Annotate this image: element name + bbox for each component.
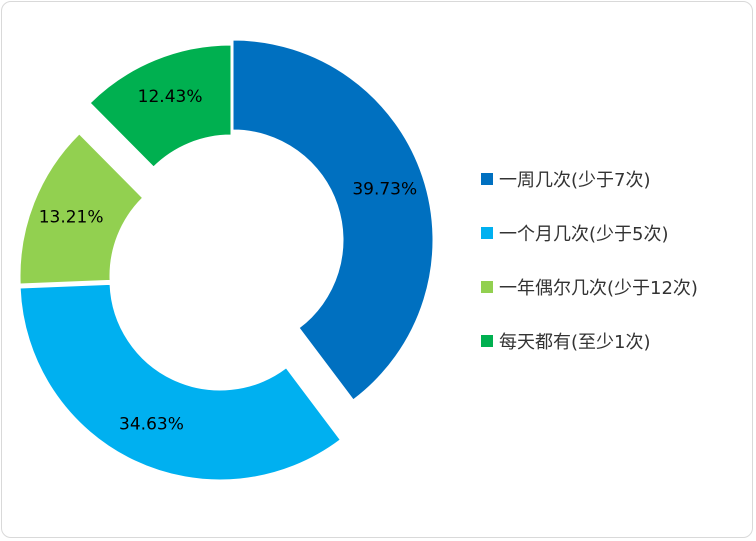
legend-label-0: 一周几次(少于7次) bbox=[499, 170, 651, 191]
legend-label-2: 一年偶尔几次(少于12次) bbox=[499, 278, 698, 299]
legend-item-3: 每天都有(至少1次) bbox=[481, 322, 698, 360]
legend-swatch-2 bbox=[481, 281, 493, 293]
slice-label-3: 12.43% bbox=[138, 87, 203, 107]
slice-0 bbox=[232, 39, 434, 401]
slice-2 bbox=[19, 133, 144, 285]
slice-label-1: 34.63% bbox=[119, 415, 184, 435]
legend-swatch-0 bbox=[481, 173, 493, 185]
slices-layer bbox=[19, 39, 434, 481]
legend-item-0: 一周几次(少于7次) bbox=[481, 160, 698, 198]
legend-swatch-3 bbox=[481, 335, 493, 347]
legend-item-2: 一年偶尔几次(少于12次) bbox=[481, 268, 698, 306]
slice-3 bbox=[89, 44, 232, 168]
labels-layer: 39.73% 34.63% 13.21% 12.43% bbox=[39, 87, 417, 435]
legend-item-1: 一个月几次(少于5次) bbox=[481, 214, 698, 252]
slice-label-2: 13.21% bbox=[39, 207, 104, 227]
slice-label-0: 39.73% bbox=[352, 179, 417, 199]
legend: 一周几次(少于7次) 一个月几次(少于5次) 一年偶尔几次(少于12次) 每天都… bbox=[481, 160, 698, 376]
slice-1 bbox=[19, 283, 341, 481]
legend-label-3: 每天都有(至少1次) bbox=[499, 332, 651, 353]
legend-swatch-1 bbox=[481, 227, 493, 239]
legend-label-1: 一个月几次(少于5次) bbox=[499, 224, 669, 245]
